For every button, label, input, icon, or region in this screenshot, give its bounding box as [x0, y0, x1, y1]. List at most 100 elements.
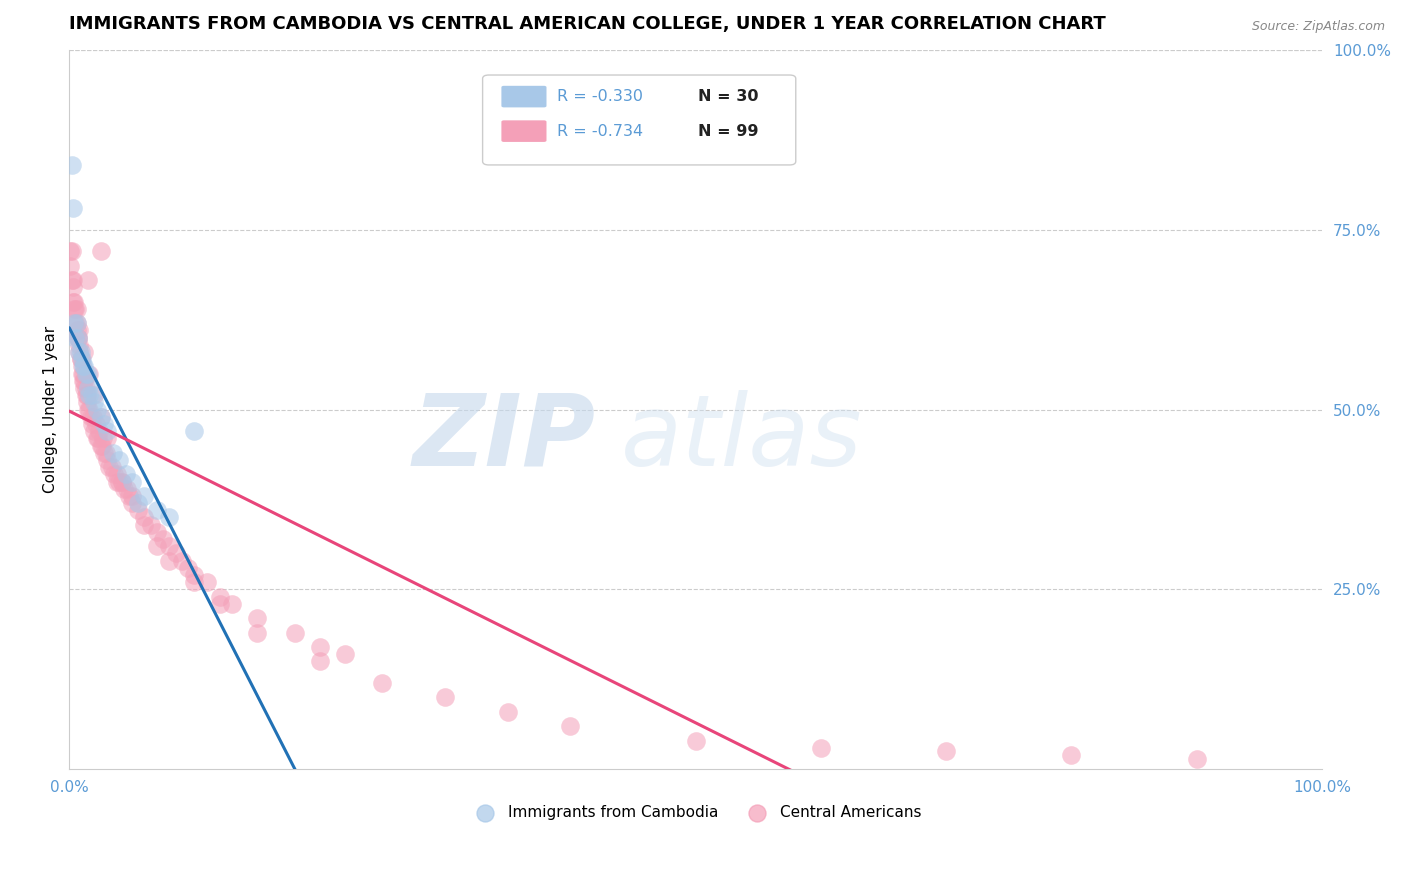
- Point: [112, 482, 135, 496]
- Point: [183, 424, 205, 438]
- Point: [94, 446, 117, 460]
- Point: [70, 359, 93, 374]
- Text: Source: ZipAtlas.com: Source: ZipAtlas.com: [1251, 20, 1385, 33]
- Point: [62, 273, 84, 287]
- Point: [67, 338, 90, 352]
- Point: [434, 690, 457, 705]
- Point: [83, 388, 105, 402]
- Point: [93, 446, 115, 460]
- Point: [105, 467, 128, 482]
- Point: [1185, 751, 1208, 765]
- Text: R = -0.734: R = -0.734: [557, 124, 643, 138]
- Point: [121, 489, 143, 503]
- Point: [87, 431, 110, 445]
- Text: ZIP: ZIP: [412, 390, 595, 487]
- Point: [159, 510, 181, 524]
- Point: [111, 475, 134, 489]
- Point: [146, 503, 169, 517]
- Point: [121, 496, 143, 510]
- Y-axis label: College, Under 1 year: College, Under 1 year: [44, 326, 58, 493]
- Point: [333, 647, 356, 661]
- Point: [134, 489, 156, 503]
- Point: [170, 554, 193, 568]
- Point: [93, 417, 115, 431]
- FancyBboxPatch shape: [482, 75, 796, 165]
- Point: [90, 438, 112, 452]
- Point: [67, 323, 90, 337]
- Point: [75, 388, 97, 402]
- Point: [59, 259, 82, 273]
- Point: [96, 453, 118, 467]
- Point: [134, 517, 156, 532]
- Point: [685, 733, 707, 747]
- Point: [66, 330, 89, 344]
- Point: [79, 409, 101, 424]
- Point: [118, 489, 141, 503]
- Point: [69, 352, 91, 367]
- Point: [371, 676, 394, 690]
- Point: [62, 294, 84, 309]
- Point: [89, 424, 111, 438]
- Point: [90, 409, 112, 424]
- Point: [76, 395, 98, 409]
- Point: [560, 719, 582, 733]
- Point: [146, 524, 169, 539]
- Point: [114, 467, 136, 482]
- Point: [177, 561, 200, 575]
- Point: [70, 367, 93, 381]
- Point: [1060, 747, 1083, 762]
- Point: [246, 611, 269, 625]
- Point: [91, 431, 114, 445]
- Point: [83, 395, 105, 409]
- Point: [77, 388, 100, 402]
- Point: [111, 475, 134, 489]
- Legend: Immigrants from Cambodia, Central Americans: Immigrants from Cambodia, Central Americ…: [464, 799, 928, 826]
- Point: [208, 597, 231, 611]
- Point: [496, 705, 519, 719]
- Point: [72, 367, 94, 381]
- Point: [73, 381, 96, 395]
- Text: N = 30: N = 30: [697, 89, 759, 104]
- Point: [86, 402, 108, 417]
- Point: [208, 590, 231, 604]
- Point: [62, 280, 84, 294]
- Point: [80, 388, 103, 402]
- FancyBboxPatch shape: [502, 86, 547, 107]
- Point: [96, 431, 118, 445]
- Point: [69, 352, 91, 367]
- Point: [101, 446, 124, 460]
- Point: [108, 453, 131, 467]
- Point: [77, 402, 100, 417]
- Point: [221, 597, 243, 611]
- Point: [66, 301, 89, 316]
- Point: [66, 316, 89, 330]
- Point: [90, 244, 112, 259]
- Point: [101, 460, 124, 475]
- Point: [82, 409, 104, 424]
- Point: [284, 625, 307, 640]
- Point: [60, 273, 83, 287]
- Point: [159, 539, 181, 553]
- Point: [66, 330, 89, 344]
- Point: [70, 352, 93, 367]
- Point: [96, 424, 118, 438]
- Point: [60, 158, 83, 172]
- Point: [935, 744, 957, 758]
- Point: [90, 438, 112, 452]
- Point: [65, 301, 87, 316]
- FancyBboxPatch shape: [502, 120, 547, 142]
- Point: [86, 431, 108, 445]
- Point: [60, 244, 83, 259]
- Point: [84, 417, 107, 431]
- Point: [90, 409, 112, 424]
- Point: [59, 244, 82, 259]
- Text: atlas: atlas: [620, 390, 862, 487]
- Point: [108, 475, 131, 489]
- Text: IMMIGRANTS FROM CAMBODIA VS CENTRAL AMERICAN COLLEGE, UNDER 1 YEAR CORRELATION C: IMMIGRANTS FROM CAMBODIA VS CENTRAL AMER…: [69, 15, 1107, 33]
- Point: [98, 460, 121, 475]
- Point: [810, 740, 832, 755]
- Point: [62, 201, 84, 215]
- Point: [77, 273, 100, 287]
- Point: [195, 575, 218, 590]
- Point: [67, 345, 90, 359]
